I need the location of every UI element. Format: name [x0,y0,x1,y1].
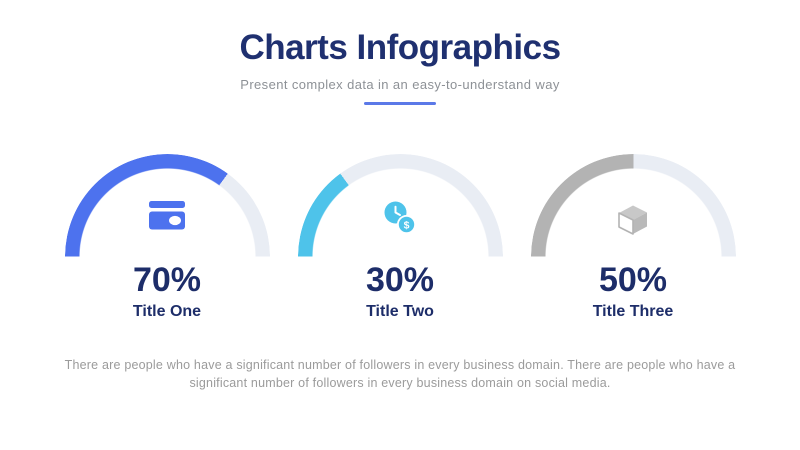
gauge-two-value: 30% [365,261,435,300]
footer-line-1: There are people who have a significant … [64,357,736,372]
credit-card-icon [149,201,186,230]
footer-line-2: significant number of followers in every… [189,375,611,390]
page-title: Charts Infographics [239,28,561,67]
gauge-one-title: Title One [132,302,202,320]
gauges-row: 70% Title One $ 30% Title Two [0,154,800,320]
accent-divider [364,102,436,106]
gauge-three: 50% Title Three [530,154,736,320]
gauge-one: 70% Title One [64,154,270,320]
gauge-two-title: Title Two [366,302,434,320]
gauge-one-value: 70% [132,261,202,300]
gauge-two-arc: $ [297,154,503,258]
gauge-three-title: Title Three [592,302,674,320]
header: Charts Infographics Present complex data… [0,0,800,106]
page-subtitle: Present complex data in an easy-to-under… [240,77,560,93]
gauge-three-value: 50% [598,261,668,300]
time-is-money-icon: $ [383,201,417,235]
footer-description: There are people who have a significant … [0,356,800,392]
gauge-two: $ 30% Title Two [297,154,503,320]
gauge-three-arc [530,154,736,258]
box-icon [615,201,651,236]
gauge-one-arc [64,154,270,258]
svg-text:$: $ [404,220,410,232]
